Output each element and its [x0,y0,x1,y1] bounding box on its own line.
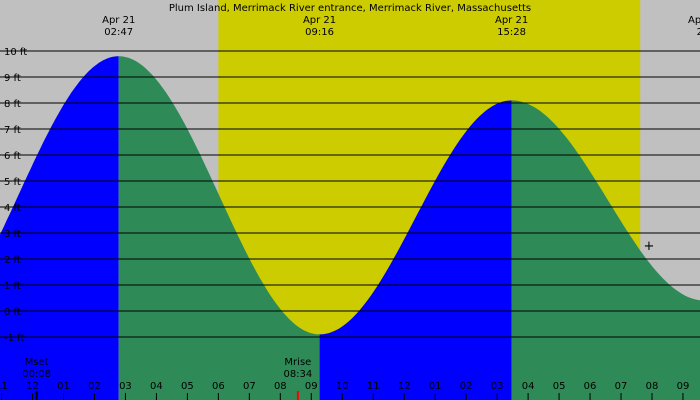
extreme-time-label: 15:28 [497,27,526,38]
extreme-date-label: Apr 21 [102,15,135,26]
x-tick-label: 11 [367,381,380,392]
y-tick-label: 5 ft [4,177,21,188]
x-tick-label: 04 [150,381,163,392]
x-tick-label: 07 [243,381,256,392]
y-tick-label: 3 ft [4,229,21,240]
y-tick-label: 9 ft [4,73,21,84]
x-tick-label: 03 [491,381,504,392]
moon-event-label: Mrise [284,357,311,368]
x-tick-label: 02 [460,381,473,392]
x-tick-label: 06 [584,381,597,392]
extreme-time-label: 21: [697,27,700,38]
x-tick-label: 01 [57,381,70,392]
extreme-time-label: 09:16 [305,27,334,38]
x-tick-label: 04 [522,381,535,392]
y-tick-label: 4 ft [4,203,21,214]
x-tick-label: 09 [305,381,318,392]
y-tick-label: 2 ft [4,255,21,266]
x-tick-label: 05 [181,381,194,392]
x-tick-label: 03 [119,381,132,392]
moon-event-label: Mset [25,357,49,368]
y-tick-label: 10 ft [4,47,27,58]
tide-areas [0,56,700,400]
x-tick-label: 06 [212,381,225,392]
extreme-date-label: Apr 21 [495,15,528,26]
y-tick-label: 0 ft [4,307,21,318]
extreme-date-label: Apr 21 [303,15,336,26]
falling-tide-area [511,100,700,400]
x-tick-label: 09 [677,381,690,392]
rising-tide-area [319,100,512,400]
y-tick-label: 8 ft [4,99,21,110]
x-tick-label: 05 [553,381,566,392]
y-tick-label: 6 ft [4,151,21,162]
y-tick-label: -1 ft [4,333,24,344]
x-tick-label: 10 [336,381,349,392]
extreme-date-label: Apr 21 [688,15,700,26]
x-tick-label: 08 [646,381,659,392]
x-tick-label: 08 [274,381,287,392]
now-marker: + [643,239,654,254]
y-tick-label: 1 ft [4,281,21,292]
now-marker-group: + [643,239,654,254]
chart-title: Plum Island, Merrimack River entrance, M… [169,3,531,14]
rising-tide-area [0,56,119,400]
x-tick-label: 07 [615,381,628,392]
extreme-time-label: 02:47 [104,27,133,38]
falling-tide-area [118,56,320,400]
y-axis-labels: 10 ft 9 ft 8 ft 7 ft 6 ft 5 ft 4 ft 3 ft 2 ft 1 f… [4,47,27,344]
x-axis-labels: 11 12 01 02 03 04 05 06 07 08 09 10 11 12 01 02 03 04 05 06… [0,381,689,400]
y-tick-label: 7 ft [4,125,21,136]
moon-event-time: 08:34 [283,369,312,380]
moon-event-time: 00:08 [22,369,51,380]
x-tick-label: 12 [26,381,39,392]
x-tick-label: 12 [398,381,411,392]
x-tick-label: 02 [88,381,101,392]
grid-lines [0,50,700,338]
x-tick-label: 11 [0,381,8,392]
x-tick-label: 01 [429,381,442,392]
